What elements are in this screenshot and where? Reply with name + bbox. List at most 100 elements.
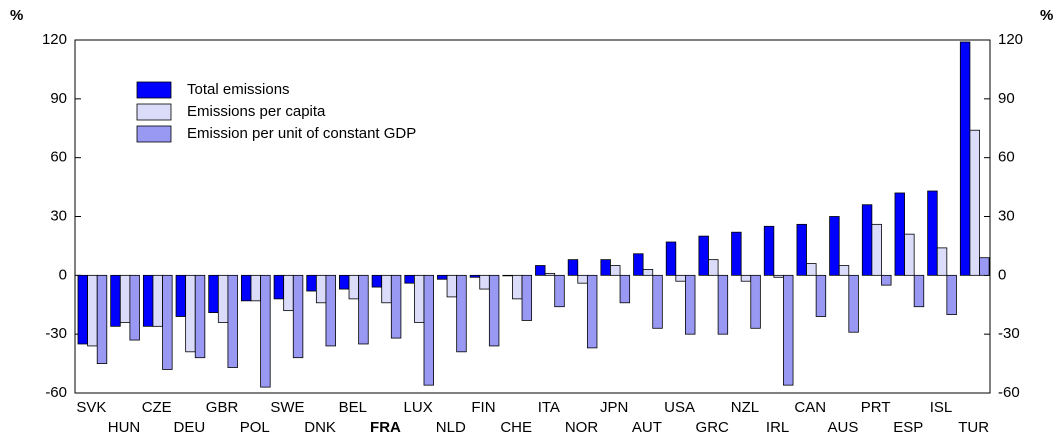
bar bbox=[283, 274, 294, 312]
bar bbox=[946, 274, 957, 315]
bar bbox=[554, 274, 565, 308]
bar bbox=[815, 274, 827, 317]
bar bbox=[390, 274, 402, 339]
bar bbox=[423, 274, 434, 386]
bar bbox=[358, 274, 369, 345]
bar bbox=[796, 223, 807, 276]
bar bbox=[512, 274, 523, 300]
bar bbox=[600, 259, 611, 276]
x-tick-label: JPN bbox=[600, 399, 628, 416]
bar bbox=[488, 274, 500, 347]
bar bbox=[904, 233, 915, 276]
bar bbox=[881, 274, 892, 286]
x-tick-label: CAN bbox=[794, 399, 826, 416]
x-tick-label: BEL bbox=[339, 399, 367, 416]
bar bbox=[325, 274, 336, 347]
bar bbox=[665, 241, 677, 276]
y2-tick-label: -60 bbox=[998, 384, 1020, 401]
x-tick-label: PRT bbox=[861, 399, 891, 416]
bar bbox=[315, 274, 327, 304]
bar bbox=[521, 274, 533, 321]
x-tick-label: USA bbox=[664, 399, 695, 416]
bar bbox=[87, 274, 98, 347]
bar bbox=[717, 274, 729, 335]
x-tick-label: FIN bbox=[471, 399, 495, 416]
bar bbox=[642, 269, 654, 276]
y-tick-label: 60 bbox=[50, 149, 67, 166]
x-tick-label: AUT bbox=[632, 419, 662, 436]
bar bbox=[544, 272, 556, 276]
bar bbox=[783, 274, 794, 386]
bar bbox=[731, 231, 742, 276]
x-tick-label: NOR bbox=[565, 419, 599, 436]
bar bbox=[652, 274, 663, 329]
bar bbox=[913, 274, 925, 308]
x-tick-label: DEU bbox=[174, 419, 206, 436]
x-tick-label: HUN bbox=[108, 419, 141, 436]
bar bbox=[339, 274, 350, 290]
bar bbox=[479, 274, 490, 290]
bar bbox=[208, 274, 219, 313]
x-tick-label: AUS bbox=[828, 419, 859, 436]
y2-tick-label: -30 bbox=[998, 325, 1020, 342]
bar bbox=[773, 274, 784, 278]
y-tick-label: 120 bbox=[42, 31, 67, 48]
bar bbox=[871, 223, 882, 276]
bar bbox=[142, 274, 154, 327]
x-tick-label: GBR bbox=[206, 399, 239, 416]
bar bbox=[586, 274, 598, 349]
x-tick-label: POL bbox=[240, 419, 270, 436]
x-tick-label: ESP bbox=[893, 419, 923, 436]
bar bbox=[469, 274, 481, 278]
y2-tick-label: 120 bbox=[998, 31, 1023, 48]
bar bbox=[894, 192, 905, 276]
x-tick-label: TUR bbox=[958, 419, 989, 436]
bar bbox=[348, 274, 360, 300]
bar bbox=[577, 274, 588, 284]
bar bbox=[227, 274, 238, 368]
y2-unit: % bbox=[1040, 7, 1053, 24]
bar bbox=[96, 274, 108, 364]
legend-swatch bbox=[136, 81, 172, 99]
x-tick-label: LUX bbox=[404, 399, 433, 416]
bar bbox=[152, 274, 163, 327]
bar bbox=[306, 274, 317, 292]
y-tick-label: 0 bbox=[59, 266, 67, 283]
y-tick-label: 90 bbox=[50, 90, 67, 107]
bar bbox=[119, 274, 131, 323]
legend-label: Emissions per capita bbox=[187, 103, 326, 120]
bar bbox=[969, 129, 980, 276]
x-tick-label: DNK bbox=[304, 419, 336, 436]
bar bbox=[217, 274, 229, 323]
legend-swatch bbox=[136, 103, 172, 121]
y-tick-label: -60 bbox=[45, 384, 67, 401]
bar bbox=[456, 274, 467, 353]
bar bbox=[806, 263, 817, 276]
y-tick-label: -30 bbox=[45, 325, 67, 342]
bar bbox=[371, 274, 383, 288]
bar bbox=[437, 274, 448, 280]
bar bbox=[185, 274, 196, 353]
bar bbox=[708, 259, 719, 276]
bar bbox=[927, 190, 938, 276]
bar bbox=[959, 41, 971, 276]
x-tick-label: ITA bbox=[538, 399, 560, 416]
bar bbox=[502, 274, 513, 277]
y2-tick-label: 60 bbox=[998, 149, 1015, 166]
x-tick-label: NZL bbox=[731, 399, 759, 416]
bar bbox=[848, 274, 859, 333]
x-tick-label: SVK bbox=[76, 399, 106, 416]
bar bbox=[446, 274, 458, 298]
bar bbox=[250, 274, 261, 302]
bar bbox=[633, 253, 644, 276]
bar bbox=[273, 274, 285, 300]
x-tick-label: SWE bbox=[270, 399, 304, 416]
bar bbox=[838, 265, 850, 276]
bar bbox=[675, 274, 686, 282]
x-tick-label: CHE bbox=[500, 419, 532, 436]
bar bbox=[567, 259, 579, 276]
bar bbox=[110, 274, 121, 327]
y2-tick-label: 0 bbox=[998, 266, 1006, 283]
legend-swatch bbox=[136, 125, 172, 143]
